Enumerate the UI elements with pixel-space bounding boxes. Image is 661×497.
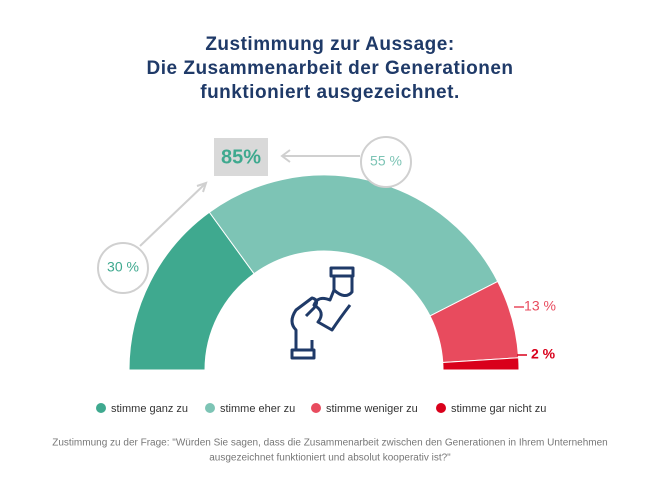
label-bubble (360, 136, 412, 188)
legend-swatch (96, 403, 106, 413)
footnote: ausgezeichnet funktioniert und absolut k… (209, 453, 451, 464)
label-bubble (97, 242, 149, 294)
value-label: 13 % (524, 298, 556, 314)
legend-label: stimme eher zu (220, 403, 295, 415)
chart-title: Die Zusammenarbeit der Generationen (147, 58, 514, 79)
value-label: 30 % (107, 259, 139, 275)
chart-title: Zustimmung zur Aussage: (205, 34, 454, 55)
annotation-arrows (139, 149, 360, 247)
segment (208, 174, 499, 317)
segment (442, 357, 520, 371)
highlight-label: 85% (221, 146, 261, 168)
value-label: 2 % (531, 346, 556, 362)
value-label: 55 % (370, 153, 402, 169)
icon (290, 266, 355, 360)
chart-title: funktioniert ausgezeichnet. (200, 82, 459, 103)
legend-label: stimme ganz zu (111, 403, 188, 415)
highlight-box (214, 138, 268, 176)
legend-label: stimme gar nicht zu (451, 403, 546, 415)
footnote: Zustimmung zu der Frage: "Würden Sie sag… (52, 438, 608, 449)
legend-swatch (311, 403, 321, 413)
legend-label: stimme weniger zu (326, 403, 418, 415)
legend-swatch (205, 403, 215, 413)
legend-swatch (436, 403, 446, 413)
